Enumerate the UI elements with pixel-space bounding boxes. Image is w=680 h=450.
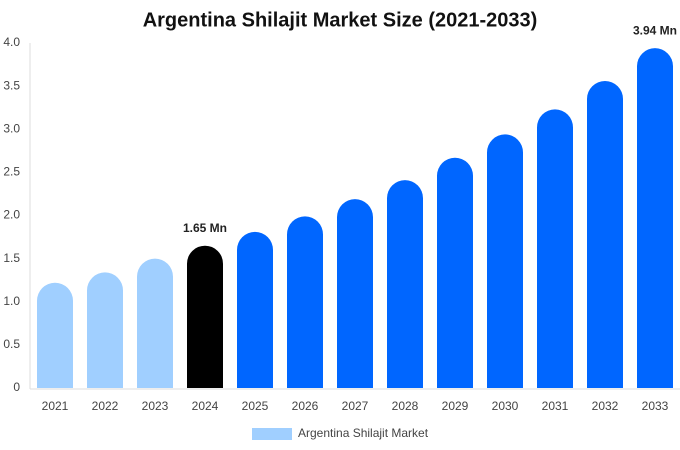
y-tick-label: 1.5 — [3, 251, 20, 265]
y-tick-label: 3.5 — [3, 78, 20, 92]
bar — [487, 134, 523, 388]
bar — [37, 282, 73, 388]
chart-title: Argentina Shilajit Market Size (2021-203… — [143, 9, 538, 31]
y-tick-label: 0 — [13, 380, 20, 394]
x-tick-label: 2025 — [242, 399, 269, 413]
y-tick-label: 3.0 — [3, 121, 20, 135]
bar — [537, 109, 573, 388]
bar — [237, 231, 273, 388]
x-tick-label: 2021 — [42, 399, 69, 413]
bar — [387, 180, 423, 388]
y-tick-label: 4.0 — [3, 35, 20, 49]
x-tick-label: 2029 — [442, 399, 469, 413]
x-tick-label: 2023 — [142, 399, 169, 413]
value-label: 1.65 Mn — [183, 221, 227, 235]
bar — [187, 245, 223, 388]
bar — [87, 272, 123, 388]
x-tick-label: 2024 — [192, 399, 219, 413]
y-tick-label: 2.0 — [3, 208, 20, 222]
legend-label: Argentina Shilajit Market — [298, 426, 429, 440]
value-label: 3.94 Mn — [633, 23, 677, 37]
x-tick-label: 2032 — [592, 399, 619, 413]
bar — [587, 80, 623, 388]
y-tick-label: 1.0 — [3, 294, 20, 308]
y-tick-label: 0.5 — [3, 337, 20, 351]
bar — [137, 258, 173, 388]
bar — [287, 216, 323, 388]
x-tick-label: 2031 — [542, 399, 569, 413]
x-tick-label: 2030 — [492, 399, 519, 413]
x-tick-label: 2027 — [342, 399, 369, 413]
bar — [337, 199, 373, 388]
x-tick-label: 2028 — [392, 399, 419, 413]
x-tick-label: 2026 — [292, 399, 319, 413]
bar — [637, 48, 673, 389]
x-tick-label: 2033 — [642, 399, 669, 413]
y-tick-label: 2.5 — [3, 165, 20, 179]
bar — [437, 157, 473, 388]
legend-swatch — [252, 428, 292, 440]
x-tick-label: 2022 — [92, 399, 119, 413]
